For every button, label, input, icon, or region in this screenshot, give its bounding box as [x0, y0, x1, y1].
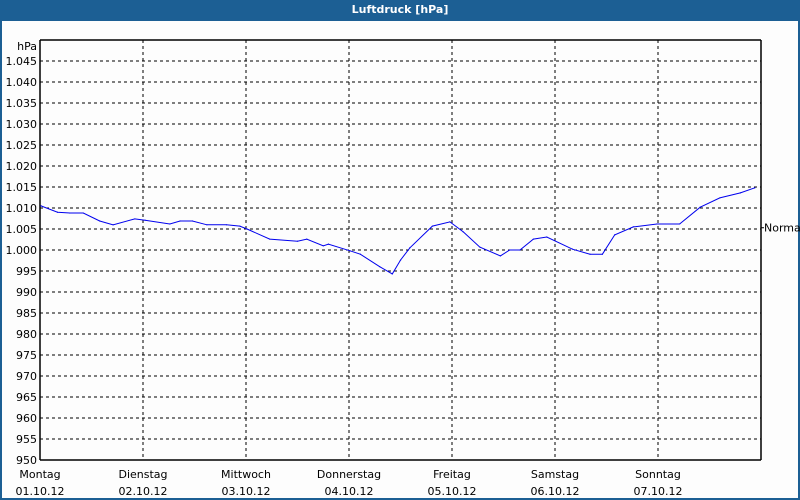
- x-tick-date-label: 07.10.12: [634, 485, 683, 498]
- pressure-point: [69, 212, 71, 214]
- pressure-point: [206, 224, 208, 226]
- pressure-point: [322, 245, 324, 247]
- x-tick-day-label: Montag: [19, 468, 60, 481]
- pressure-point: [391, 273, 393, 275]
- x-tick-date-label: 04.10.12: [325, 485, 374, 498]
- y-tick-label: 985: [16, 307, 37, 320]
- y-tick-label: 950: [16, 454, 37, 467]
- pressure-point: [179, 220, 181, 222]
- y-tick-label: 1.040: [6, 76, 38, 89]
- x-tick-date-label: 01.10.12: [16, 485, 65, 498]
- y-tick-label: 960: [16, 412, 37, 425]
- x-tick-date-label: 06.10.12: [531, 485, 580, 498]
- x-tick-date-label: 02.10.12: [119, 485, 168, 498]
- x-tick-date-label: 05.10.12: [428, 485, 477, 498]
- pressure-point: [379, 266, 381, 268]
- pressure-point: [656, 223, 658, 225]
- x-tick-day-label: Dienstag: [118, 468, 167, 481]
- pressure-point: [169, 223, 171, 225]
- pressure-point: [479, 246, 481, 248]
- pressure-point: [739, 192, 742, 194]
- pressure-point: [632, 226, 634, 228]
- y-tick-label: 1.045: [6, 55, 38, 68]
- y-tick-label: 1.035: [6, 97, 38, 110]
- pressure-point: [589, 253, 591, 255]
- window-title: Luftdruck [hPa]: [0, 0, 800, 20]
- y-tick-label: 1.000: [6, 244, 38, 257]
- pressure-point: [699, 206, 701, 208]
- x-tick-day-label: Donnerstag: [317, 468, 381, 481]
- x-tick-day-label: Sonntag: [635, 468, 681, 481]
- pressure-point: [40, 205, 42, 207]
- pressure-point: [239, 225, 241, 227]
- pressure-point: [82, 212, 84, 214]
- pressure-point: [296, 240, 299, 242]
- y-tick-label: 1.005: [6, 223, 38, 236]
- y-tick-label: 980: [16, 328, 37, 341]
- y-tick-label: 955: [16, 433, 37, 446]
- pressure-point: [56, 211, 59, 213]
- pressure-point: [449, 221, 451, 223]
- normal-label: Normal: [764, 222, 800, 235]
- pressure-line: [40, 187, 755, 275]
- y-tick-label: 1.015: [6, 181, 38, 194]
- x-tick-day-label: Mittwoch: [221, 468, 271, 481]
- y-tick-label: 975: [16, 349, 37, 362]
- y-tick-label: 990: [16, 286, 37, 299]
- pressure-point: [519, 249, 521, 251]
- pressure-point: [144, 219, 146, 221]
- pressure-point: [499, 255, 502, 257]
- pressure-point: [679, 223, 681, 225]
- pressure-point: [225, 224, 228, 226]
- pressure-point: [399, 259, 402, 261]
- pressure-point: [359, 253, 361, 255]
- pressure-point: [409, 247, 411, 249]
- y-tick-label: 1.025: [6, 139, 38, 152]
- pressure-point: [246, 228, 248, 230]
- pressure-point: [134, 218, 136, 220]
- pressure-point: [327, 243, 329, 245]
- x-tick-day-label: Freitag: [433, 468, 471, 481]
- pressure-point: [614, 234, 616, 236]
- pressure-point: [269, 238, 271, 240]
- y-tick-label: 995: [16, 265, 37, 278]
- pressure-point: [509, 249, 511, 251]
- pressure-point: [99, 220, 101, 222]
- pressure-point: [431, 225, 434, 227]
- pressure-point: [719, 197, 721, 199]
- y-tick-label: 1.020: [6, 160, 38, 173]
- x-tick-date-label: 03.10.12: [222, 485, 271, 498]
- pressure-point: [754, 187, 756, 189]
- y-tick-label: 965: [16, 391, 37, 404]
- pressure-point: [571, 248, 574, 250]
- pressure-point: [462, 231, 464, 233]
- pressure-point: [191, 220, 194, 222]
- x-tick-day-label: Samstag: [531, 468, 579, 481]
- pressure-point: [306, 238, 308, 240]
- y-tick-label: 1.030: [6, 118, 38, 131]
- pressure-point: [349, 250, 351, 252]
- y-axis-label: hPa: [17, 40, 37, 53]
- pressure-point: [532, 238, 534, 240]
- pressure-point: [546, 236, 548, 238]
- pressure-point: [112, 224, 114, 226]
- y-tick-label: 1.010: [6, 202, 38, 215]
- pressure-point: [601, 253, 603, 255]
- y-tick-label: 970: [16, 370, 37, 383]
